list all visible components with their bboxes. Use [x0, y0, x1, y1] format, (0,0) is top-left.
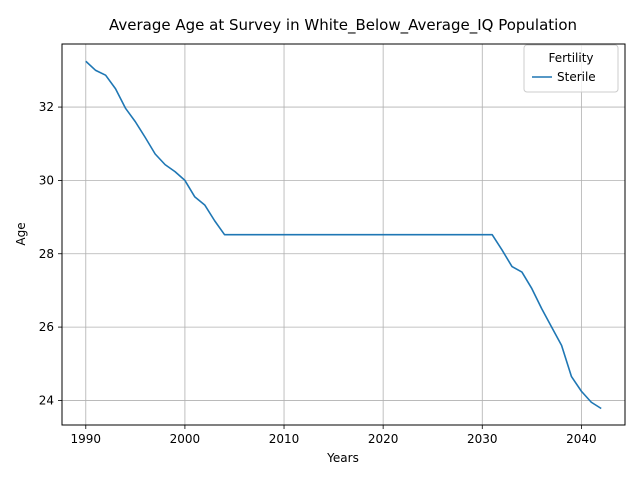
y-tick-label: 26	[39, 320, 54, 334]
chart-title: Average Age at Survey in White_Below_Ave…	[109, 16, 577, 35]
plot-area	[61, 43, 626, 426]
y-tick-label: 24	[39, 393, 54, 407]
legend-title: Fertility	[548, 51, 593, 65]
ticks: 1990 2000 2010 2020 2030 2040 24 26 28 30 32	[39, 100, 597, 446]
legend: Fertility Sterile	[523, 44, 619, 93]
y-tick-label: 30	[39, 173, 54, 187]
x-tick-label: 1990	[71, 432, 102, 446]
y-tick-label: 28	[39, 247, 54, 261]
series-layer	[85, 60, 602, 410]
x-axis-label: Years	[326, 451, 359, 465]
y-tick-label: 32	[39, 100, 54, 114]
x-tick-label: 2040	[566, 432, 597, 446]
series-line-sterile	[85, 60, 602, 410]
x-tick-label: 2020	[368, 432, 399, 446]
y-axis-label: Age	[14, 222, 28, 245]
legend-entry-label: Sterile	[557, 70, 596, 84]
legend-box	[523, 44, 619, 93]
x-tick-label: 2030	[467, 432, 498, 446]
x-tick-label: 2000	[170, 432, 201, 446]
x-tick-label: 2010	[269, 432, 300, 446]
